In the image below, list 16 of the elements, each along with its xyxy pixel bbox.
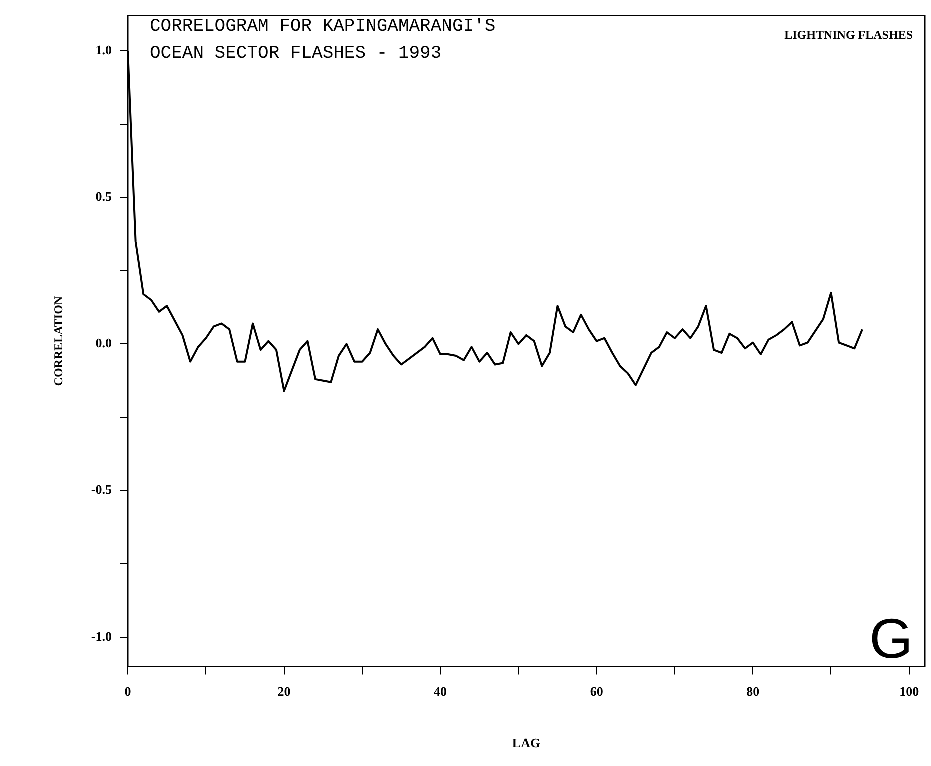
x-tick-label: 20 [278, 684, 291, 699]
x-tick-label: 0 [124, 684, 132, 699]
annotation: LIGHTNING FLASHES [784, 28, 914, 42]
x-tick-label: 40 [434, 684, 448, 699]
annotation: G [869, 607, 913, 670]
text: CORRELOGRAM FOR KAPINGAMARANGI'S OCEAN SECTOR FLASHES - 1993 [150, 16, 497, 66]
y-tick-label: 1.0 [96, 42, 112, 58]
x-tick-label: 100 [900, 684, 920, 699]
y-axis-title: CORRELATION [51, 296, 66, 386]
x-tick-label: 60 [590, 684, 604, 699]
x-tick-label: 80 [746, 684, 760, 699]
y-tick-label: 0.5 [96, 188, 112, 204]
x-axis-title: LAG [512, 736, 541, 751]
y-tick-label: -1.0 [91, 628, 112, 644]
y-tick-label: 0.0 [96, 336, 112, 351]
y-tick-label: -0.5 [91, 482, 112, 498]
